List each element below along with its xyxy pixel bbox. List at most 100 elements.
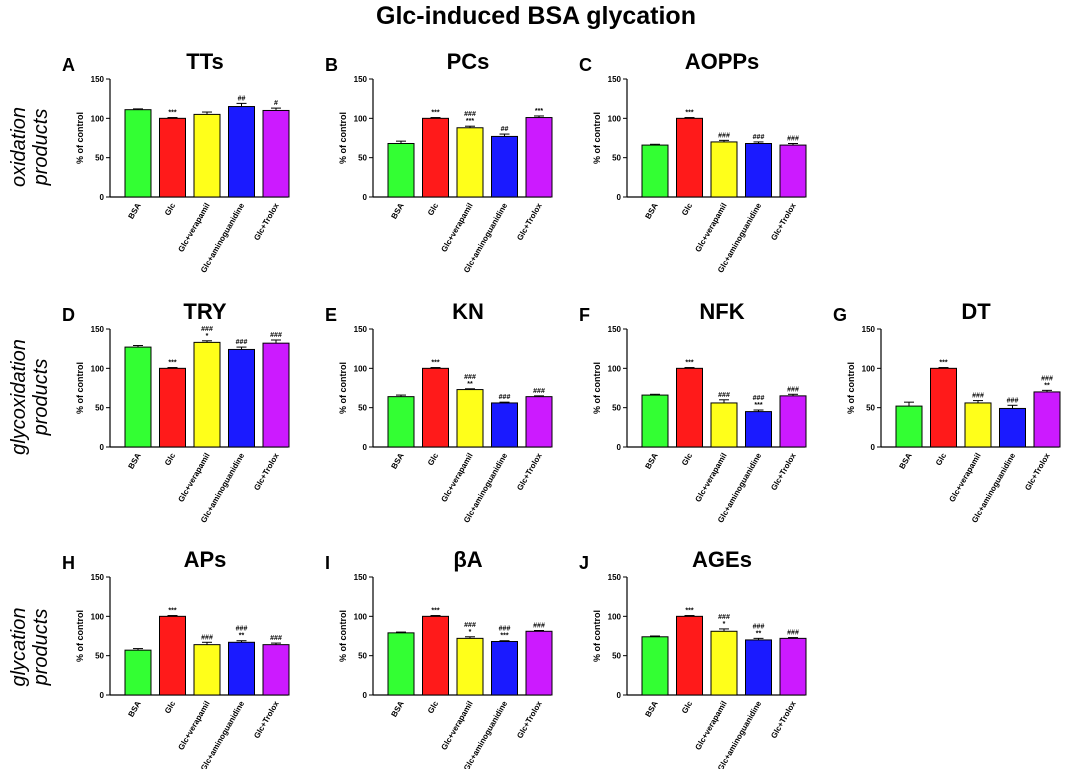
bar	[491, 402, 518, 448]
y-tick-label: 150	[91, 573, 105, 582]
chart-panel-c: C AOPPs % of control 0 50 100 150 BSA *** Glc ### G…	[579, 49, 807, 274]
bar	[193, 341, 221, 448]
x-tick-label: BSA	[126, 201, 142, 220]
panel-letter: F	[579, 305, 590, 325]
y-tick-label: 100	[91, 612, 105, 621]
significance-label: ###	[972, 393, 984, 400]
panel-letter: B	[325, 55, 338, 75]
x-tick-label: Glc+verapamil	[693, 700, 728, 752]
significance-label: ###	[464, 622, 476, 629]
y-tick-label: 150	[354, 75, 368, 84]
bar	[676, 367, 703, 448]
x-tick-label: BSA	[897, 451, 913, 470]
y-tick-label: 150	[862, 325, 876, 334]
x-tick-label: BSA	[643, 201, 659, 220]
significance-label: ###	[201, 326, 213, 333]
y-tick-label: 150	[354, 573, 368, 582]
chart-title: APs	[184, 547, 227, 572]
chart-title: AGEs	[692, 547, 752, 572]
y-tick-label: 100	[862, 364, 876, 373]
y-tick-label: 0	[363, 193, 368, 202]
bar	[745, 411, 772, 448]
y-tick-label: 50	[866, 404, 875, 413]
chart-panel-g: G DT % of control 0 50 100 150 BSA *** Glc ### Glc+…	[833, 299, 1061, 524]
chart-panel-b: B PCs% of control050100150BSA***Glc###***…	[325, 49, 553, 274]
significance-label: ***	[500, 633, 508, 640]
bar	[525, 117, 553, 198]
x-tick-label: Glc+Trolox	[515, 201, 544, 242]
x-tick-label: Glc+verapamil	[693, 202, 728, 254]
bar	[779, 395, 807, 448]
y-tick-label: 100	[354, 364, 368, 373]
bar	[895, 405, 923, 448]
significance-label: ###	[533, 388, 545, 395]
bar	[456, 389, 484, 448]
significance-label: ###	[270, 635, 282, 642]
y-tick-label: 100	[608, 612, 622, 621]
significance-label: ###	[533, 622, 545, 629]
y-axis-label: % of control	[75, 362, 85, 414]
x-tick-label: Glc+verapamil	[176, 700, 211, 752]
significance-label: ##	[238, 95, 246, 102]
y-tick-label: 150	[91, 75, 105, 84]
chart-title: NFK	[699, 299, 744, 324]
x-tick-label: Glc+Trolox	[1023, 451, 1052, 492]
significance-label: ###	[753, 395, 765, 402]
x-tick-label: Glc+Trolox	[252, 201, 281, 242]
bar	[387, 396, 415, 448]
bar	[999, 407, 1026, 448]
x-tick-label: Glc	[163, 699, 178, 715]
significance-label: **	[467, 381, 473, 388]
panel-letter: E	[325, 305, 337, 325]
bar	[456, 637, 484, 696]
significance-label: ***	[168, 608, 176, 615]
y-axis-label: % of control	[338, 610, 348, 662]
bar	[745, 639, 772, 696]
x-tick-label: Glc+Trolox	[252, 699, 281, 740]
y-tick-label: 0	[100, 691, 105, 700]
bar	[262, 109, 290, 198]
bar	[124, 649, 152, 696]
x-tick-label: Glc+Trolox	[769, 451, 798, 492]
significance-label: ###	[270, 332, 282, 339]
y-axis-label: % of control	[592, 362, 602, 414]
x-tick-label: BSA	[389, 451, 405, 470]
x-tick-label: BSA	[389, 699, 405, 718]
bar	[710, 141, 738, 198]
significance-label: ***	[168, 110, 176, 117]
y-tick-label: 50	[358, 154, 367, 163]
x-tick-label: Glc+verapamil	[176, 202, 211, 254]
significance-label: ###	[499, 394, 511, 401]
y-tick-label: 100	[608, 364, 622, 373]
significance-label: **	[756, 630, 762, 637]
x-tick-label: Glc	[680, 201, 695, 217]
y-tick-label: 50	[358, 652, 367, 661]
x-tick-label: BSA	[389, 201, 405, 220]
significance-label: ###	[236, 339, 248, 346]
y-tick-label: 50	[358, 404, 367, 413]
significance-label: ***	[466, 118, 474, 125]
y-tick-label: 0	[100, 443, 105, 452]
y-axis-label: % of control	[592, 610, 602, 662]
y-tick-label: 100	[91, 114, 105, 123]
significance-label: ###	[753, 134, 765, 141]
x-tick-label: Glc	[163, 451, 178, 467]
y-tick-label: 50	[612, 652, 621, 661]
bar	[159, 615, 186, 696]
significance-label: ###	[787, 136, 799, 143]
y-tick-label: 100	[608, 114, 622, 123]
y-axis-label: % of control	[338, 112, 348, 164]
x-tick-label: Glc	[426, 201, 441, 217]
y-tick-label: 0	[617, 193, 622, 202]
significance-label: ***	[685, 360, 693, 367]
significance-label: ###	[1041, 375, 1053, 382]
y-axis-label: % of control	[75, 610, 85, 662]
x-tick-label: Glc+Trolox	[515, 451, 544, 492]
significance-label: ###	[499, 626, 511, 633]
bar	[387, 632, 415, 696]
bar	[456, 127, 484, 198]
y-tick-label: 50	[612, 404, 621, 413]
x-tick-label: Glc	[426, 451, 441, 467]
